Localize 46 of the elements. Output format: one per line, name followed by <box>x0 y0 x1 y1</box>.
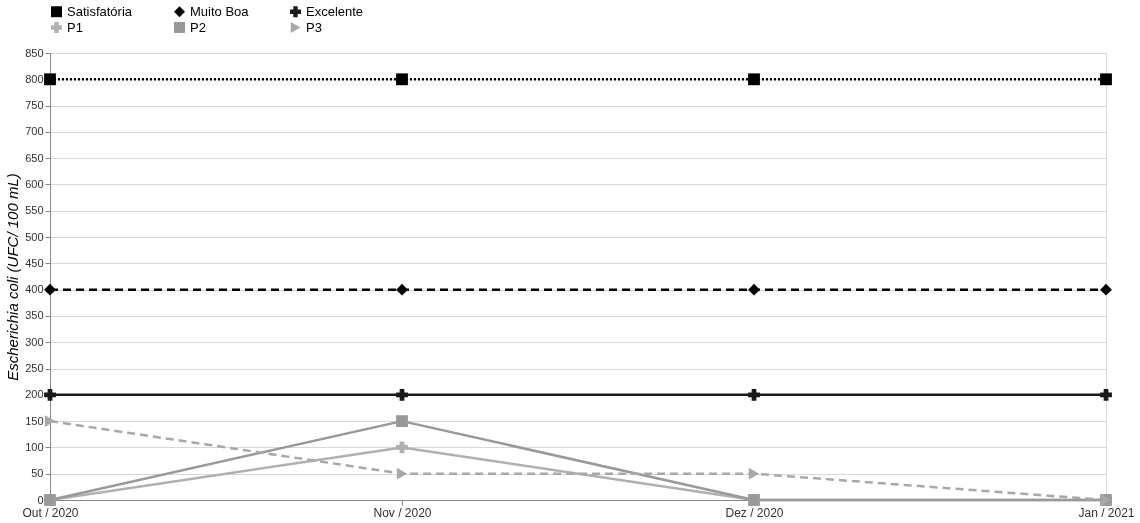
y-tick-label: 650 <box>25 151 44 164</box>
y-tick-label: 450 <box>25 256 44 269</box>
legend-label: Muito Boa <box>190 3 250 19</box>
point <box>748 73 760 86</box>
y-tick-label: 850 <box>25 46 44 59</box>
y-tick-label: 0 <box>37 493 44 506</box>
point <box>44 73 56 86</box>
point <box>396 73 408 86</box>
y-tick-label: 400 <box>25 283 44 296</box>
y-tick-label: 100 <box>25 440 44 453</box>
legend-label: P2 <box>190 19 206 35</box>
point <box>748 388 760 401</box>
y-axis-title: Escherichia coli (UFC/ 100 mL) <box>4 173 22 381</box>
y-tick-label: 750 <box>25 99 44 112</box>
y-tick-label: 50 <box>31 467 44 480</box>
y-tick-label: 700 <box>25 125 44 138</box>
point <box>396 415 408 428</box>
y-tick-label: 800 <box>25 72 44 85</box>
point <box>748 283 760 296</box>
y-tick-label: 600 <box>25 177 44 190</box>
point <box>396 388 408 401</box>
point <box>44 388 56 401</box>
y-tick-label: 300 <box>25 335 44 348</box>
point <box>396 467 408 480</box>
point <box>396 283 408 296</box>
point <box>1100 283 1112 296</box>
x-tick-label: Out / 2020 <box>22 505 79 520</box>
point <box>1100 73 1112 86</box>
y-tick-label: 250 <box>25 362 44 375</box>
point <box>396 441 408 454</box>
y-tick-label: 550 <box>25 204 44 217</box>
x-tick-label: Jan / 2021 <box>1078 505 1135 520</box>
legend-label: Excelente <box>306 3 364 19</box>
x-tick-label: Nov / 2020 <box>373 505 432 520</box>
point <box>44 283 56 296</box>
legend-label: Satisfatória <box>67 3 133 19</box>
legend-label: P1 <box>67 19 83 35</box>
point <box>44 415 56 428</box>
y-tick-label: 350 <box>25 309 44 322</box>
point <box>748 467 760 480</box>
point <box>1100 388 1112 401</box>
legend-label: P3 <box>306 19 322 35</box>
y-tick-label: 150 <box>25 414 44 427</box>
x-tick-label: Dez / 2020 <box>725 505 784 520</box>
y-tick-label: 200 <box>25 388 44 401</box>
y-tick-label: 500 <box>25 230 44 243</box>
